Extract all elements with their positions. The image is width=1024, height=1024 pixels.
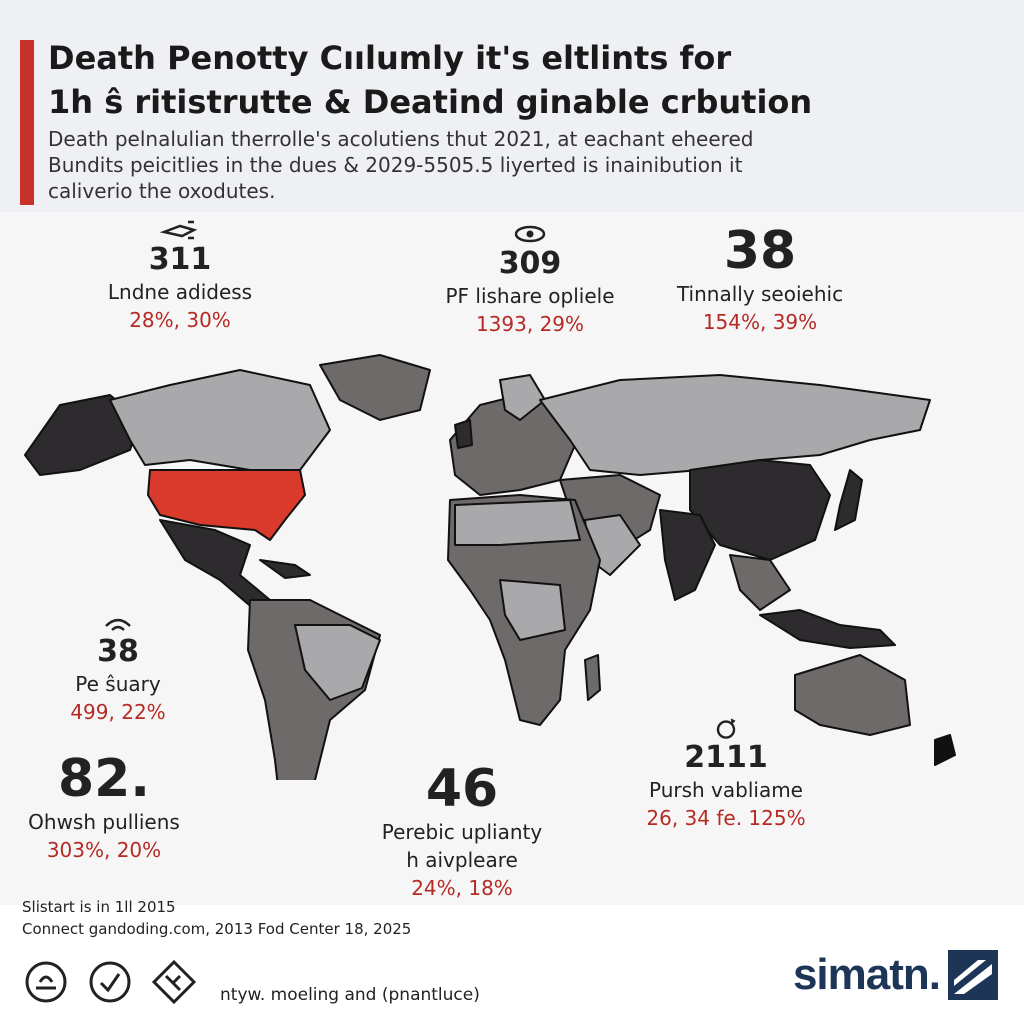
stat-percent: 28%, 30% bbox=[129, 308, 231, 332]
stat-percent: 499, 22% bbox=[70, 700, 166, 724]
title-line-1: Death Penotty Cıılumly it's eltlints for bbox=[48, 39, 732, 77]
usa-region bbox=[147, 469, 306, 541]
stat-africa: 46 Perebic uplianty h aivpleare 24%, 18% bbox=[332, 760, 592, 902]
stat-percent: 154%, 39% bbox=[702, 310, 818, 334]
stat-number: 38 bbox=[723, 221, 797, 281]
accent-bar bbox=[20, 40, 34, 205]
russia-region bbox=[539, 374, 931, 476]
brand-logo[interactable]: simatn. bbox=[793, 950, 998, 1000]
stat-percent: 26, 34 fe. 125% bbox=[646, 806, 806, 830]
spaceship-icon bbox=[160, 220, 198, 240]
north-africa-region bbox=[454, 499, 581, 546]
madagascar-region bbox=[584, 654, 601, 701]
stat-label: Ohwsh pulliens bbox=[28, 810, 180, 834]
india-region bbox=[659, 509, 716, 601]
subtitle-line-3: caliverio the oxodutes. bbox=[48, 179, 276, 203]
stat-percent: 303%, 20% bbox=[46, 838, 162, 862]
stat-label-line-2: h aivpleare bbox=[406, 848, 518, 872]
wifi-icon bbox=[105, 618, 131, 631]
greenland-region bbox=[319, 354, 431, 421]
canada-region bbox=[109, 369, 331, 471]
page-title: Death Penotty Cıılumly it's eltlints for… bbox=[48, 36, 1008, 124]
stat-number: 46 bbox=[425, 759, 499, 819]
footer-icon-group bbox=[22, 958, 198, 1006]
header bbox=[0, 0, 1024, 212]
stat-number: 2111 bbox=[684, 740, 768, 775]
indonesia-region bbox=[759, 609, 896, 649]
stat-number: 38 bbox=[97, 634, 139, 669]
stat-label: Tinnally seoiehic bbox=[676, 282, 844, 306]
mexico-region bbox=[159, 519, 271, 611]
australia-region bbox=[794, 654, 911, 736]
new-zealand-region bbox=[934, 734, 956, 766]
caribbean-region bbox=[259, 559, 311, 579]
stat-south-america: 38 Pe ŝuary 499, 22% bbox=[0, 610, 248, 726]
circle-badge-icon[interactable] bbox=[22, 958, 70, 1006]
subtitle-line-2: Bundits peicitlies in the dues & 2029-55… bbox=[48, 153, 743, 177]
central-africa-region bbox=[499, 579, 566, 641]
stat-asia: 38 Tinnally seoiehic 154%, 39% bbox=[630, 222, 890, 336]
stat-percent: 24%, 18% bbox=[411, 876, 513, 900]
stat-label: PF lishare opliele bbox=[445, 284, 615, 308]
stat-percent: 1393, 29% bbox=[475, 312, 585, 336]
subtitle-line-1: Death pelnalulian therrolle's acolutiens… bbox=[48, 127, 754, 151]
footer-note: ntyw. moeling and (pnantluce) bbox=[220, 985, 480, 1005]
stat-number: 311 bbox=[148, 242, 212, 277]
world-map bbox=[24, 354, 956, 780]
stat-europe: 309 PF lishare opliele 1393, 29% bbox=[400, 222, 660, 338]
stat-number: 309 bbox=[498, 246, 562, 281]
page-subtitle: Death pelnalulian therrolle's acolutiens… bbox=[48, 126, 1008, 204]
europe-region bbox=[449, 394, 576, 496]
source-line-2: Connect gandoding.com, 2013 Fod Center 1… bbox=[22, 920, 412, 938]
check-circle-icon[interactable] bbox=[86, 958, 134, 1006]
se-asia-region bbox=[729, 554, 791, 611]
brazil-region bbox=[294, 624, 381, 701]
source-line-1: Slistart is in 1ll 2015 bbox=[22, 898, 176, 916]
refresh-icon bbox=[716, 718, 736, 739]
diamond-tag-icon[interactable] bbox=[150, 958, 198, 1006]
stat-label: Pe ŝuary bbox=[75, 672, 161, 696]
stat-label: Lndne adidess bbox=[107, 280, 253, 304]
stat-oceania: 2111 Pursh vabliame 26, 34 fe. 125% bbox=[596, 716, 856, 832]
japan-region bbox=[834, 469, 863, 531]
stat-number: 82. bbox=[57, 749, 151, 809]
stat-north-america: 311 Lndne adidess 28%, 30% bbox=[50, 218, 310, 334]
stat-label-line-1: Perebic uplianty bbox=[381, 820, 543, 844]
eye-icon bbox=[514, 225, 546, 243]
uk-region bbox=[454, 419, 473, 449]
scandinavia-region bbox=[499, 374, 546, 421]
stat-label: Pursh vabliame bbox=[648, 778, 803, 802]
brand-mark-icon bbox=[948, 950, 998, 1000]
title-line-2: 1h ŝ ritistrutte & Deatind ginable crbut… bbox=[48, 83, 813, 121]
stat-latin-america: 82. Ohwsh pulliens 303%, 20% bbox=[0, 750, 234, 864]
source-note: Slistart is in 1ll 2015 Connect gandodin… bbox=[22, 896, 411, 940]
brand-name: simatn. bbox=[792, 950, 941, 999]
